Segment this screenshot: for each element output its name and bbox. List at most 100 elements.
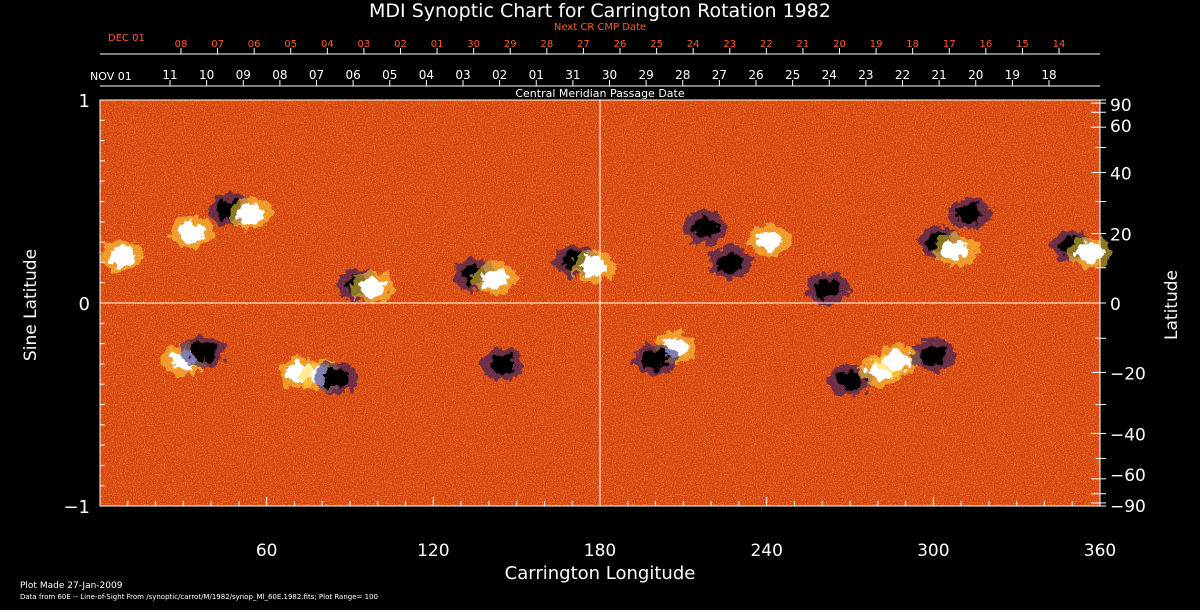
next-cr-date-label: 18 [906,39,919,50]
cmp-date-label: 20 [968,68,983,82]
positive-polarity-region [756,230,783,251]
positive-polarity-region [481,268,508,289]
cmp-date-label: 22 [895,68,910,82]
cmp-date-label: 21 [931,68,946,82]
negative-polarity-region [717,252,744,273]
negative-polarity-region [920,345,947,366]
y-axis-label-right: Latitude [1162,270,1182,340]
negative-polarity-region [837,370,863,391]
tick-labels: 60 120 180 240 300 36010−1906040200−20−40−60−… [63,39,1145,561]
next-cr-date-label: 19 [870,39,883,50]
cmp-date-label: 18 [1041,68,1056,82]
cmp-date-label: 27 [712,68,727,82]
next-cr-date-label: 22 [760,39,773,50]
cmp-date-label: 05 [382,68,397,82]
positive-polarity-region [884,349,911,370]
next-cr-date-label: 17 [943,39,956,50]
cmp-date-label: 01 [529,68,544,82]
cmp-date-label: 06 [345,68,360,82]
negative-polarity-region [642,349,669,370]
next-cr-date-label: 23 [723,39,736,50]
x-tick-label: 240 [750,541,782,561]
next-cr-date-label: 07 [211,39,224,50]
negative-polarity-region [323,368,350,389]
cmp-date-label: 11 [162,68,177,82]
next-cr-date-label: 27 [577,39,590,50]
next-cr-date-label: 20 [833,39,846,50]
cmp-axis-label: Central Meridian Passage Date [515,87,685,100]
next-cr-date-label: 14 [1053,39,1066,50]
y-tick-label-right: 60 [1110,117,1132,137]
y-tick-label-right: 20 [1110,226,1132,246]
negative-polarity-region [956,203,983,224]
next-cr-date-label: 01 [431,39,444,50]
next-cr-date-label: 21 [797,39,810,50]
cmp-date-label: 09 [236,68,251,82]
y-tick-label-left: 0 [79,294,90,315]
next-cr-date-label: 25 [650,39,663,50]
y-tick-label-right: 40 [1110,165,1132,185]
positive-polarity-region [178,221,205,242]
cmp-date-label: 31 [565,68,580,82]
cmp-date-label: 24 [822,68,837,82]
y-tick-label-right: −90 [1110,497,1146,517]
positive-polarity-region [109,246,136,267]
cmp-date-label: 25 [785,68,800,82]
next-cr-date-label: 04 [321,39,334,50]
next-cr-date-label: 15 [1016,39,1029,50]
next-cr-date-label: 28 [540,39,553,50]
next-cr-start-date: DEC 01 [108,33,145,44]
cmp-date-label: 23 [858,68,873,82]
cmp-date-label: 08 [272,68,287,82]
negative-polarity-region [489,353,516,374]
y-tick-label-right: −40 [1110,425,1146,445]
next-cr-date-label: 06 [248,39,261,50]
y-tick-label-right: 90 [1110,96,1132,116]
next-cr-date-label: 24 [687,39,700,50]
positive-polarity-region [237,203,263,224]
next-cr-date-label: 03 [358,39,371,50]
active-regions-layer [100,193,1111,397]
positive-polarity-region [359,276,386,297]
cmp-date-label: 07 [309,68,324,82]
cmp-date-label: 28 [675,68,690,82]
cmp-date-label: 10 [199,68,214,82]
cmp-start-date: NOV 01 [90,70,132,83]
y-tick-label-left: −1 [63,497,90,518]
next-cr-date-label: 08 [175,39,188,50]
x-axis-label: Carrington Longitude [504,563,696,584]
x-tick-label: 60 [256,541,278,561]
x-tick-label: 120 [417,541,449,561]
y-tick-label-right: −20 [1110,364,1146,384]
next-cr-date-label: 16 [979,39,992,50]
positive-polarity-region [1075,242,1102,263]
cmp-date-label: 26 [748,68,763,82]
cmp-date-label: 29 [638,68,653,82]
y-tick-label-left: 1 [79,91,90,112]
chart-title: MDI Synoptic Chart for Carrington Rotati… [369,0,831,22]
next-cr-date-label: 30 [467,39,480,50]
cmp-date-label: 02 [492,68,507,82]
cmp-date-label: 04 [419,68,434,82]
x-tick-label: 180 [584,541,616,561]
y-tick-label-right: −60 [1110,466,1146,486]
negative-polarity-region [814,278,841,299]
negative-polarity-region [189,341,216,362]
next-cr-date-label: 02 [394,39,407,50]
cmp-date-label: 19 [1005,68,1020,82]
cmp-date-label: 03 [455,68,470,82]
y-tick-label-right: 0 [1110,295,1121,315]
axes [99,48,1106,507]
cmp-date-label: 30 [602,68,617,82]
y-axis-label-left: Sine Latitude [21,248,41,362]
x-tick-label: 300 [917,541,949,561]
next-cr-date-label: 26 [614,39,627,50]
next-cr-axis-label: Next CR CMP Date [553,22,647,33]
footer-plot-made: Plot Made 27-Jan-2009 [20,581,123,591]
next-cr-date-label: 29 [504,39,517,50]
negative-polarity-region [692,217,719,238]
positive-polarity-region [942,240,969,261]
next-cr-date-label: 05 [284,39,297,50]
footer-data-source: Data from 60E -- Line-of-Sight From /syn… [20,593,378,601]
